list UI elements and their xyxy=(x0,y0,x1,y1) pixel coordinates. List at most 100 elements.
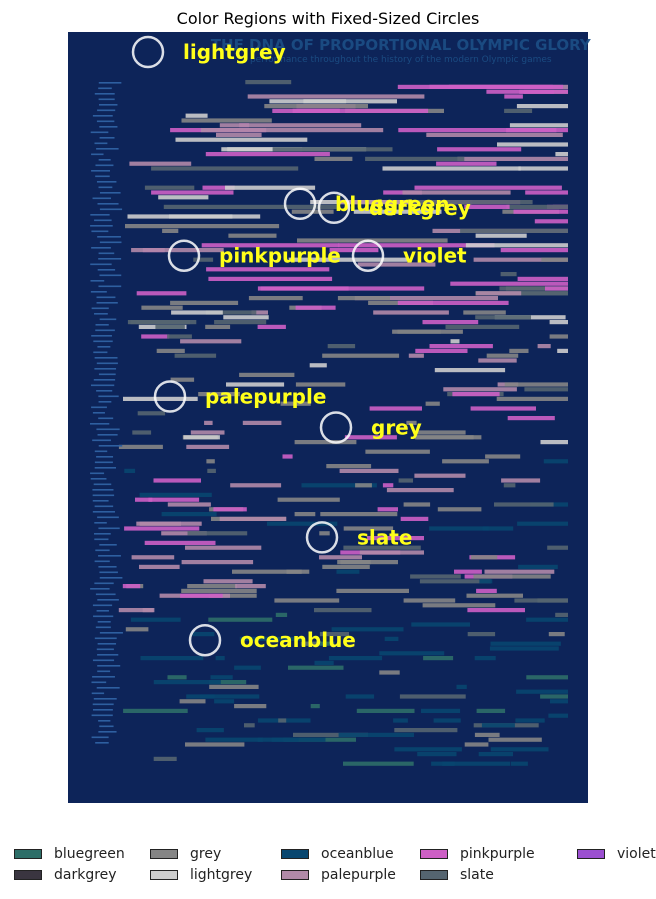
background-row-label xyxy=(98,252,115,255)
background-bar xyxy=(429,526,489,531)
background-row-label xyxy=(93,615,114,618)
background-bar xyxy=(271,737,326,742)
background-row-label xyxy=(92,659,115,662)
background-bar xyxy=(382,483,394,488)
background-bar xyxy=(163,204,337,209)
background-bar xyxy=(465,243,568,248)
background-row-label xyxy=(95,324,109,326)
background-row-label xyxy=(98,417,114,420)
background-row-label xyxy=(97,670,111,673)
background-bar xyxy=(277,497,340,502)
legend-label: lightgrey xyxy=(190,867,253,883)
background-row-label xyxy=(97,516,119,519)
background-bar xyxy=(187,584,237,589)
background-bar xyxy=(501,478,541,483)
background-bar xyxy=(183,435,220,440)
circle-label-palepurple: palepurple xyxy=(205,385,326,409)
legend-item-pinkpurple: pinkpurple xyxy=(420,846,535,862)
background-bar xyxy=(300,641,317,646)
background-bar xyxy=(216,132,262,137)
background-bar xyxy=(153,680,221,685)
background-bar xyxy=(139,521,181,526)
image-subtitle-text: performance throughout the history of th… xyxy=(250,55,552,65)
background-bar xyxy=(235,584,266,589)
circle-label-darkgrey: darkgrey xyxy=(369,196,471,220)
background-bar xyxy=(475,233,527,238)
circle-marker-darkgrey xyxy=(317,191,351,225)
background-bar xyxy=(517,521,568,526)
background-bar xyxy=(417,752,457,757)
legend-label: bluegreen xyxy=(54,846,125,862)
circle-label-bluegreen: bluegreen xyxy=(335,192,450,216)
background-bar xyxy=(201,243,340,248)
background-row-label xyxy=(96,390,113,392)
background-row-label xyxy=(96,302,118,304)
background-bar xyxy=(131,555,175,560)
background-row-label xyxy=(96,610,109,612)
background-bar xyxy=(384,636,399,641)
background-row-label xyxy=(96,296,116,299)
background-bar xyxy=(474,732,500,737)
background-row-label xyxy=(96,120,115,123)
image-title-text: THE DNA OF PROPORTIONAL OLYMPIC GLORY xyxy=(211,36,592,54)
background-bar xyxy=(181,560,254,565)
background-bar xyxy=(282,454,293,459)
background-bar xyxy=(198,392,240,397)
background-bars xyxy=(90,80,568,766)
background-bar xyxy=(170,300,239,305)
background-bar xyxy=(499,286,568,291)
background-bar xyxy=(223,315,269,320)
background-bar xyxy=(187,531,248,536)
background-bar xyxy=(392,329,463,334)
background-bar xyxy=(537,598,568,603)
background-bar xyxy=(343,526,394,531)
background-row-label xyxy=(92,703,114,706)
background-bar xyxy=(470,555,498,560)
background-row-label xyxy=(98,395,119,398)
background-bar xyxy=(547,545,568,550)
background-row-label xyxy=(91,307,109,310)
background-row-label xyxy=(94,368,117,370)
background-bar xyxy=(156,348,185,353)
background-bar xyxy=(473,257,568,262)
background-bar xyxy=(158,195,209,200)
background-bar xyxy=(400,516,429,521)
background-row-label xyxy=(99,208,123,211)
background-bar xyxy=(434,368,506,373)
background-row-label xyxy=(96,148,119,150)
background-bar xyxy=(294,512,316,517)
background-bar xyxy=(141,305,183,310)
background-bar xyxy=(419,579,491,584)
background-bar xyxy=(437,147,522,152)
background-bar xyxy=(205,152,330,157)
background-row-label xyxy=(94,637,117,640)
background-row-label xyxy=(99,725,114,728)
legend-label: violet xyxy=(617,846,656,862)
background-bar xyxy=(398,128,568,133)
background-bar xyxy=(151,190,234,195)
background-bar xyxy=(239,636,304,641)
background-bar xyxy=(466,593,523,598)
background-bar xyxy=(399,694,466,699)
background-row-label xyxy=(93,698,117,700)
background-bar xyxy=(274,598,340,603)
legend-item-palepurple: palepurple xyxy=(281,867,396,883)
background-bar xyxy=(467,632,496,637)
circle-label-oceanblue: oceanblue xyxy=(240,628,356,652)
background-bar xyxy=(555,612,568,617)
background-bar xyxy=(496,396,568,401)
background-bar xyxy=(494,502,554,507)
background-bar xyxy=(180,593,223,598)
background-row-label xyxy=(90,263,112,266)
background-row-label xyxy=(91,170,111,172)
background-bar xyxy=(200,128,384,133)
background-bar xyxy=(180,339,242,344)
background-row-label xyxy=(94,313,108,315)
background-bar xyxy=(476,708,506,713)
background-bar xyxy=(355,483,372,488)
background-bar xyxy=(228,233,277,238)
background-bar xyxy=(192,632,215,637)
background-bar xyxy=(214,320,267,325)
background-row-label xyxy=(90,472,105,475)
background-bar xyxy=(452,392,500,397)
